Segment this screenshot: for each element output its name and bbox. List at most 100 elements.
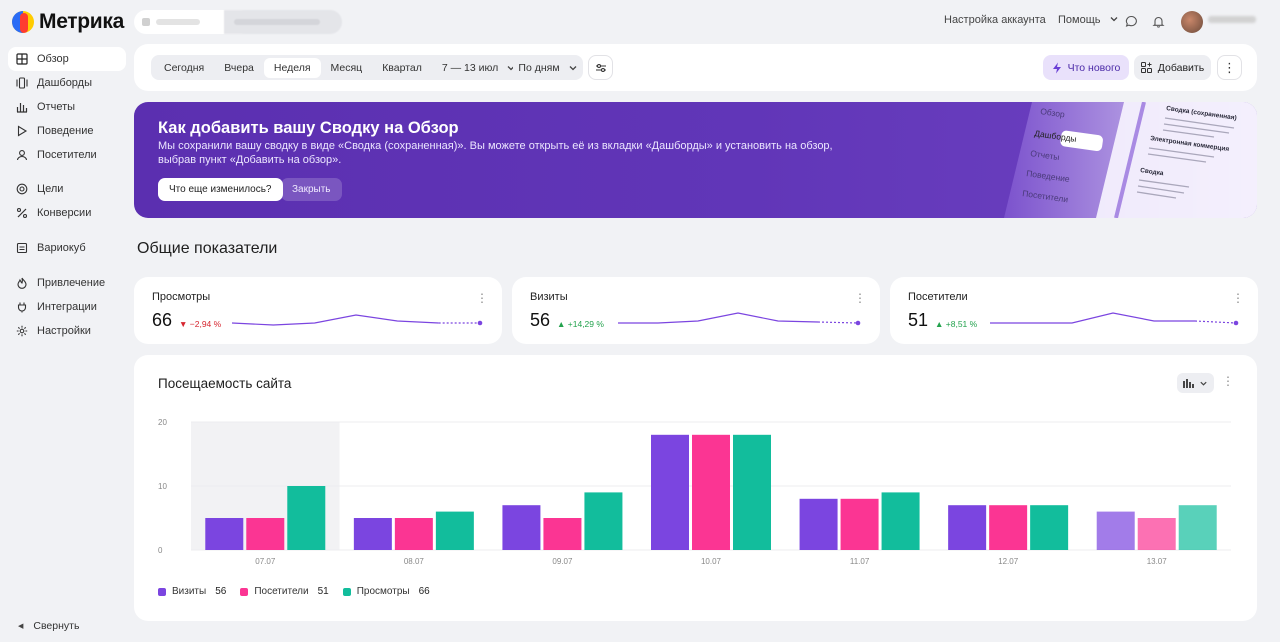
y-tick-label: 10: [158, 482, 167, 491]
close-banner-button[interactable]: Закрыть: [281, 178, 342, 201]
kpi-delta-value: −2,94 %: [189, 319, 222, 329]
flame-icon: [17, 277, 27, 289]
whats-new-button[interactable]: Что нового: [1043, 55, 1129, 80]
avatar[interactable]: [1181, 11, 1203, 33]
account-settings-link[interactable]: Настройка аккаунта: [944, 14, 1046, 26]
filter-settings-button[interactable]: [588, 55, 613, 80]
grouping-select[interactable]: По дням: [513, 55, 583, 80]
kpi-title: Просмотры: [152, 291, 211, 303]
bar-visitors[interactable]: [1137, 518, 1176, 550]
sidebar-item-label: Интеграции: [37, 301, 97, 313]
bar-visits[interactable]: [353, 518, 392, 550]
kpi-value: 51: [908, 310, 929, 330]
kpi-value: 56: [530, 310, 551, 330]
sparkline-path: [990, 312, 1195, 324]
period-week[interactable]: Неделя: [263, 57, 321, 78]
more-options-button[interactable]: ⋮: [1217, 55, 1242, 80]
kpi-menu-button[interactable]: ⋮: [1232, 291, 1244, 305]
bar-visitors[interactable]: [394, 518, 433, 550]
gear-icon: [16, 325, 28, 337]
sidebar: Обзор Дашборды Отчеты Поведение Посетите…: [0, 44, 130, 642]
help-menu[interactable]: Помощь: [1058, 14, 1119, 26]
bar-visits[interactable]: [1096, 511, 1135, 550]
sidebar-item-dashboards[interactable]: Дашборды: [8, 71, 126, 95]
counter-id[interactable]: [224, 10, 342, 34]
integrations-icon: [17, 302, 27, 313]
bar-visitors[interactable]: [840, 498, 879, 550]
collapse-sidebar-button[interactable]: ◀ Свернуть: [18, 620, 79, 632]
bar-pageviews[interactable]: [881, 492, 920, 550]
x-tick-label: 12.07: [998, 557, 1019, 566]
legend-item[interactable]: Просмотры 66: [342, 586, 430, 597]
kpi-delta-value: +14,29 %: [567, 319, 604, 329]
section-title: Общие показатели: [137, 240, 278, 257]
sidebar-item-visitors[interactable]: Посетители: [8, 143, 126, 167]
sidebar-item-acquisition[interactable]: Привлечение: [8, 271, 126, 295]
chart-menu-button[interactable]: ⋮: [1222, 374, 1234, 388]
x-tick-label: 13.07: [1147, 557, 1168, 566]
counter-text: [234, 19, 320, 25]
whats-changed-button[interactable]: Что еще изменилось?: [158, 178, 283, 201]
sidebar-item-label: Цели: [37, 183, 64, 195]
chevron-down-icon: [1200, 381, 1207, 386]
legend-label: Визиты: [172, 586, 207, 597]
bar-pageviews[interactable]: [733, 434, 771, 550]
legend-swatch: [342, 587, 351, 596]
add-label: Добавить: [1157, 61, 1205, 74]
bar-visits[interactable]: [948, 505, 987, 550]
bar-pageviews[interactable]: [1030, 505, 1069, 550]
chevron-down-icon: [569, 65, 577, 70]
bar-pageviews[interactable]: [584, 492, 623, 550]
percent-icon: [16, 207, 28, 219]
kpi-card-visits[interactable]: Визиты 56 ▲ +14,29 % ⋮: [512, 277, 880, 344]
username: [1208, 16, 1256, 23]
legend-item[interactable]: Посетители 51: [240, 586, 329, 597]
kpi-value: 66: [152, 310, 173, 330]
sidebar-item-reports[interactable]: Отчеты: [8, 95, 126, 119]
sidebar-item-goals[interactable]: Цели: [8, 177, 126, 201]
sidebar-item-conversions[interactable]: Конверсии: [8, 201, 126, 225]
sidebar-item-behavior[interactable]: Поведение: [8, 119, 126, 143]
legend-item[interactable]: Визиты 56: [158, 586, 226, 597]
legend-total: 51: [317, 586, 329, 597]
variocube-icon: [16, 242, 28, 254]
add-widget-button[interactable]: Добавить: [1134, 55, 1211, 80]
period-month[interactable]: Месяц: [330, 61, 363, 74]
sidebar-item-label: Посетители: [37, 149, 97, 161]
kpi-title: Визиты: [530, 291, 568, 303]
sidebar-item-label: Вариокуб: [37, 242, 86, 254]
bar-visitors[interactable]: [246, 518, 285, 550]
kpi-card-pageviews[interactable]: Просмотры 66 ▼ −2,94 % ⋮: [134, 277, 502, 344]
kpi-menu-button[interactable]: ⋮: [854, 291, 866, 305]
chat-icon[interactable]: [1124, 14, 1138, 28]
kpi-card-visitors[interactable]: Посетители 51 ▲ +8,51 % ⋮: [890, 277, 1258, 344]
bar-visits[interactable]: [799, 498, 838, 550]
bar-pageviews[interactable]: [1178, 505, 1217, 550]
metrika-logo-icon: [12, 11, 34, 33]
sidebar-item-settings[interactable]: Настройки: [8, 319, 126, 343]
kpi-menu-button[interactable]: ⋮: [476, 291, 488, 305]
sidebar-item-overview[interactable]: Обзор: [8, 47, 126, 71]
sidebar-item-variocube[interactable]: Вариокуб: [8, 236, 126, 260]
kpi-delta: ▼ −2,94 %: [179, 319, 222, 329]
bar-pageviews[interactable]: [287, 486, 326, 550]
x-tick-label: 09.07: [552, 557, 573, 566]
bar-visitors[interactable]: [543, 518, 582, 550]
period-yesterday[interactable]: Вчера: [224, 61, 254, 74]
bar-visits[interactable]: [205, 518, 244, 550]
traffic-chart-card: Посещаемость сайта ⋮ 20 10 0 07.07 08.07 09.0…: [134, 355, 1257, 621]
illus-menu-3: Отчеты: [1030, 148, 1060, 162]
period-today[interactable]: Сегодня: [164, 61, 205, 74]
sidebar-item-integrations[interactable]: Интеграции: [8, 295, 126, 319]
chart-type-select[interactable]: [1177, 373, 1214, 393]
bar-visitors[interactable]: [989, 505, 1028, 550]
period-selector: Сегодня Вчера Неделя Месяц Квартал 7 — 1…: [151, 55, 530, 80]
bar-pageviews[interactable]: [435, 511, 474, 550]
play-icon: [17, 125, 28, 137]
period-quarter[interactable]: Квартал: [382, 61, 422, 74]
bell-icon[interactable]: [1151, 14, 1165, 28]
bar-visits[interactable]: [502, 505, 541, 550]
bar-visitors[interactable]: [692, 434, 730, 550]
logo[interactable]: Метрика: [12, 10, 124, 34]
bar-visits[interactable]: [651, 434, 689, 550]
